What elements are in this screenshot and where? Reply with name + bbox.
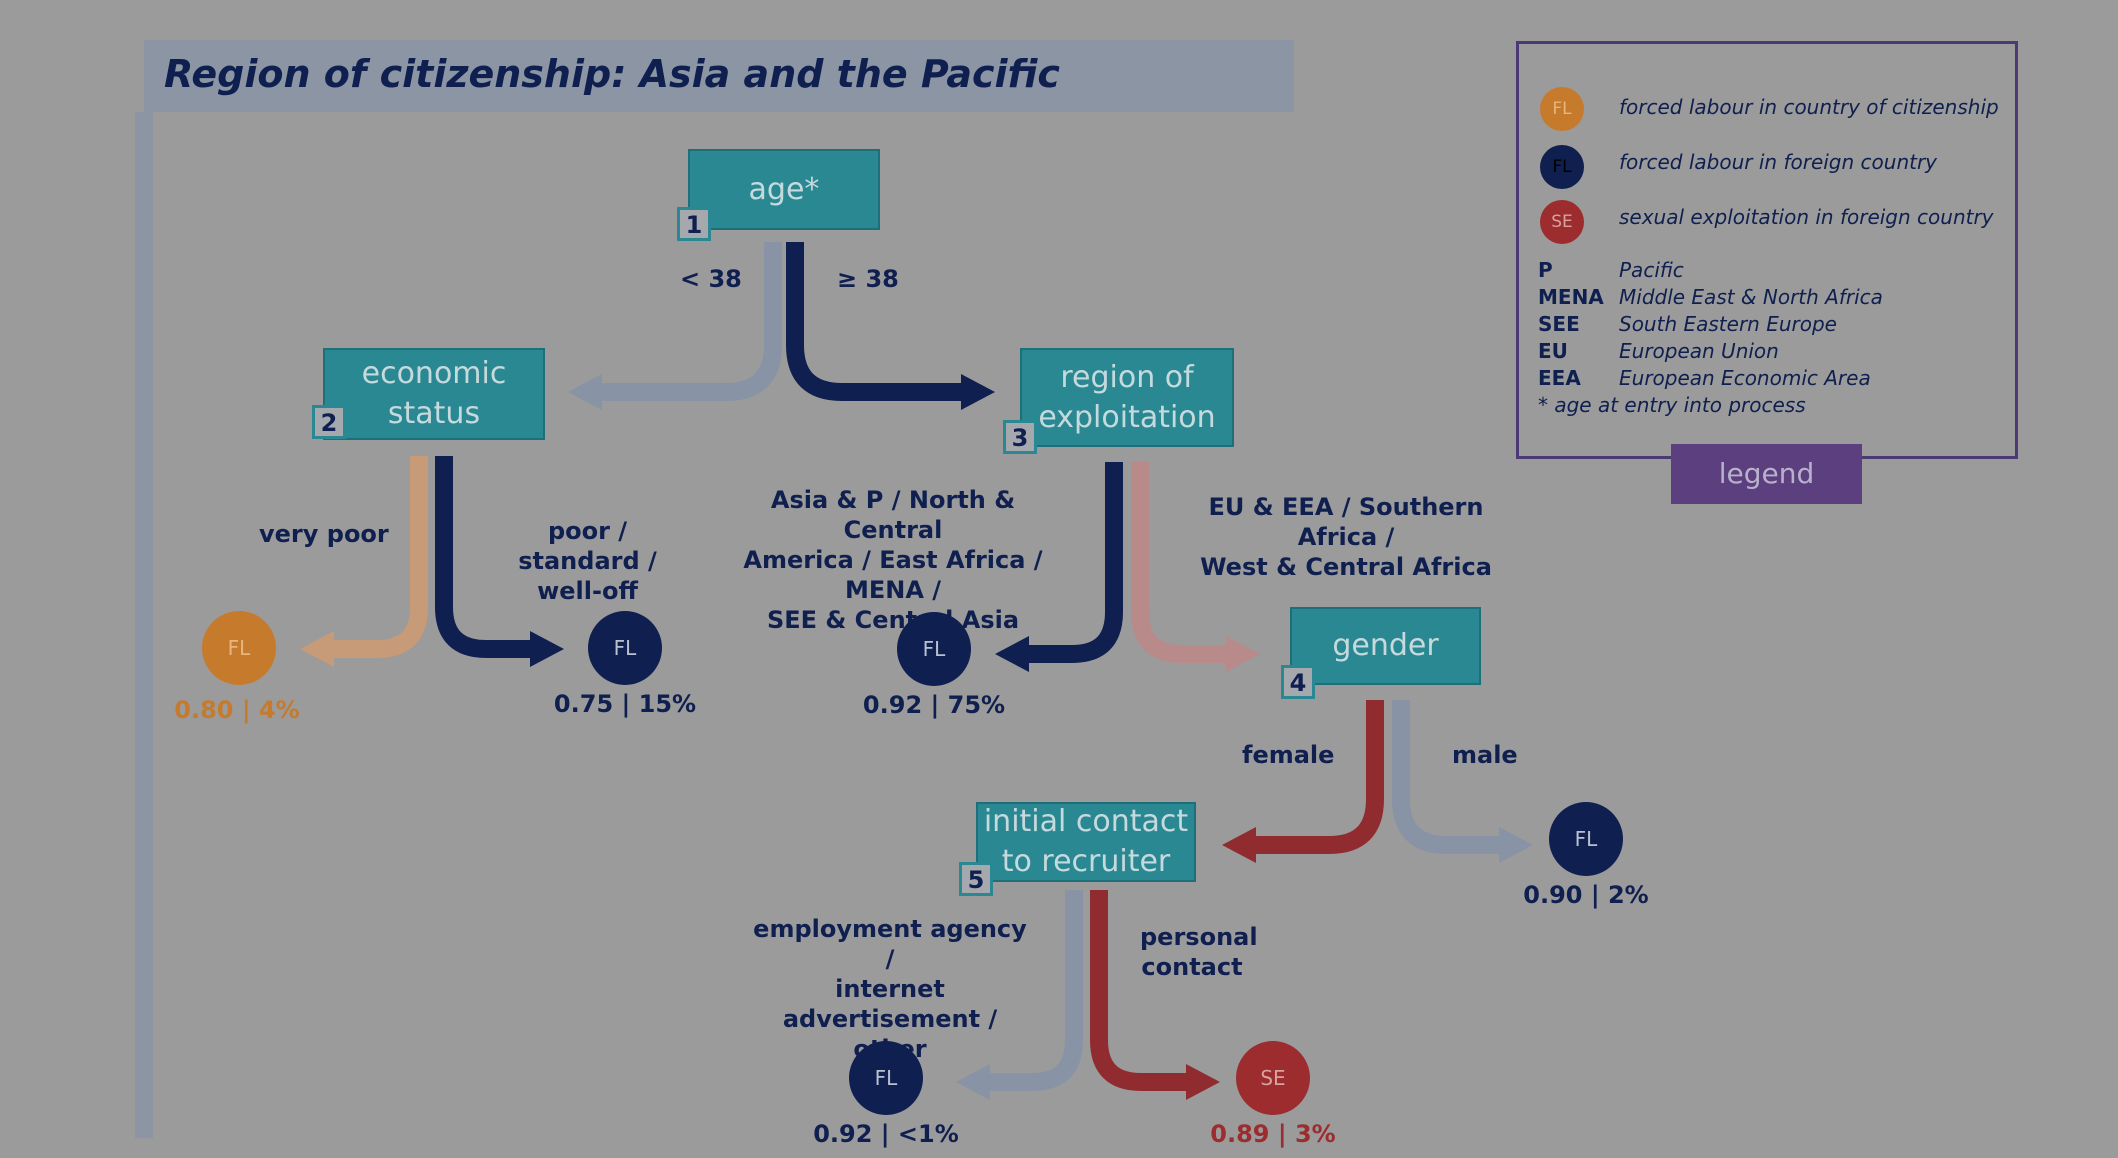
node-number-5: 5 bbox=[959, 862, 993, 896]
legend-abbr-text: European Economic Area bbox=[1619, 366, 1871, 390]
arrowhead-female bbox=[1222, 827, 1256, 863]
arrow-age-ge38 bbox=[786, 242, 965, 401]
legend-abbr-text: European Union bbox=[1619, 339, 1779, 363]
legend-abbr-text: South Eastern Europe bbox=[1619, 312, 1837, 336]
branch-label-eu-regions: EU & EEA / Southern Africa / West & Cent… bbox=[1200, 493, 1492, 581]
legend-tab: legend bbox=[1671, 444, 1862, 504]
legend-abbr: P bbox=[1538, 258, 1553, 282]
leaf-value: 0.92 | 75% bbox=[862, 691, 1006, 719]
arrow-male bbox=[1392, 700, 1503, 854]
page-title: Region of citizenship: Asia and the Paci… bbox=[164, 52, 1060, 96]
legend-fl-foreign-icon: FL bbox=[1540, 145, 1584, 189]
leaf-value: 0.80 | 4% bbox=[174, 696, 300, 724]
legend-abbr: MENA bbox=[1538, 285, 1604, 309]
arrowhead-poor-standard bbox=[530, 631, 564, 667]
arrow-employment bbox=[986, 890, 1083, 1091]
legend-item-text: forced labour in foreign country bbox=[1619, 150, 1938, 174]
node-initial-contact: initial contact to recruiter bbox=[976, 802, 1196, 882]
branch-label-female: female bbox=[1242, 741, 1335, 769]
leaf-value: 0.75 | 15% bbox=[553, 690, 697, 718]
leaf-value: 0.92 | <1% bbox=[813, 1120, 959, 1148]
node-initial-contact-label: initial contact to recruiter bbox=[983, 804, 1189, 879]
leaf-se-foreign-icon: SE bbox=[1236, 1041, 1310, 1115]
arrowhead-age-lt38 bbox=[568, 374, 602, 410]
node-number-2: 2 bbox=[312, 405, 346, 439]
left-accent-bar bbox=[135, 112, 153, 1138]
legend-abbr: EU bbox=[1538, 339, 1568, 363]
leaf-fl-country-icon: FL bbox=[202, 611, 276, 685]
arrow-asia-regions bbox=[1025, 462, 1123, 663]
legend-abbr: SEE bbox=[1538, 312, 1580, 336]
node-number-3: 3 bbox=[1003, 420, 1037, 454]
leaf-fl-foreign-icon: FL bbox=[588, 611, 662, 685]
legend-footnote: * age at entry into process bbox=[1538, 393, 1806, 417]
leaf-fl-foreign-icon: FL bbox=[849, 1041, 923, 1115]
legend-abbr: EEA bbox=[1538, 366, 1581, 390]
branch-label-poor-standard: poor / standard / well-off bbox=[518, 517, 657, 605]
legend-item-text: forced labour in country of citizenship bbox=[1619, 95, 1999, 119]
arrow-personal bbox=[1090, 890, 1190, 1091]
arrow-age-lt38 bbox=[598, 242, 782, 401]
leaf-value: 0.90 | 2% bbox=[1523, 881, 1649, 909]
arrowhead-male bbox=[1499, 827, 1533, 863]
node-region-of-exploitation: region of exploitation bbox=[1020, 348, 1234, 447]
leaf-value: 0.89 | 3% bbox=[1210, 1120, 1336, 1148]
node-age-label: age* bbox=[748, 171, 820, 207]
arrowhead-eu-regions bbox=[1226, 636, 1260, 672]
legend-abbr-text: Pacific bbox=[1619, 258, 1684, 282]
node-age: age* bbox=[688, 149, 880, 230]
arrowhead-age-ge38 bbox=[961, 374, 995, 410]
node-number-1: 1 bbox=[677, 207, 711, 241]
branch-label-age-lt38: < 38 bbox=[680, 265, 742, 293]
title-bar: Region of citizenship: Asia and the Paci… bbox=[144, 40, 1294, 112]
legend-box: FL forced labour in country of citizensh… bbox=[1516, 41, 2018, 459]
arrowhead-personal bbox=[1186, 1064, 1220, 1100]
node-region-of-exploitation-label: region of exploitation bbox=[1038, 359, 1216, 435]
branch-label-asia-regions: Asia & P / North & Central America / Eas… bbox=[743, 486, 1043, 634]
legend-abbr-text: Middle East & North Africa bbox=[1619, 285, 1883, 309]
node-number-4: 4 bbox=[1281, 665, 1315, 699]
arrow-eu-regions bbox=[1131, 462, 1230, 663]
branch-label-male: male bbox=[1452, 741, 1518, 769]
node-gender-label: gender bbox=[1332, 628, 1439, 663]
arrowhead-employment bbox=[956, 1064, 990, 1100]
node-economic-status: economic status bbox=[323, 348, 545, 440]
node-economic-status-label: economic status bbox=[361, 356, 507, 431]
legend-fl-country-icon: FL bbox=[1540, 87, 1584, 131]
arrowhead-asia-regions bbox=[995, 636, 1029, 672]
arrowhead-very-poor bbox=[300, 631, 334, 667]
branch-label-personal: personal contact bbox=[1140, 923, 1258, 981]
leaf-fl-foreign-icon: FL bbox=[897, 612, 971, 686]
legend-item-text: sexual exploitation in foreign country bbox=[1619, 205, 1994, 229]
arrow-female bbox=[1252, 700, 1384, 854]
branch-label-very-poor: very poor bbox=[259, 520, 389, 548]
branch-label-age-ge38: ≥ 38 bbox=[837, 265, 899, 293]
legend-se-foreign-icon: SE bbox=[1540, 200, 1584, 244]
arrow-very-poor bbox=[330, 456, 428, 658]
arrow-poor-standard bbox=[435, 456, 534, 658]
leaf-fl-foreign-icon: FL bbox=[1549, 802, 1623, 876]
node-gender: gender bbox=[1290, 607, 1481, 685]
